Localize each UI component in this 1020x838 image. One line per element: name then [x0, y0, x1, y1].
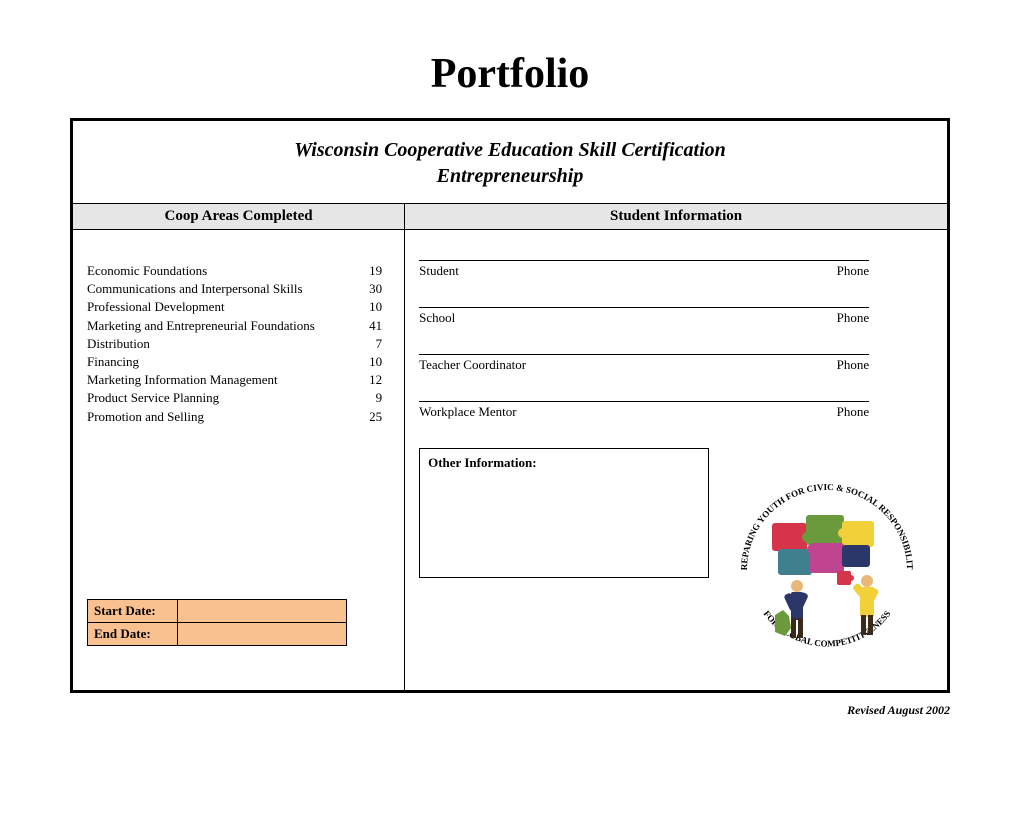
revised-text: Revised August 2002: [0, 703, 950, 718]
info-field-student: Student Phone: [419, 260, 869, 279]
main-container: Wisconsin Cooperative Education Skill Ce…: [70, 118, 950, 693]
coop-value: 10: [369, 353, 382, 371]
field-label-right: Phone: [837, 357, 870, 373]
coop-areas-panel: Economic Foundations 19 Communications an…: [73, 230, 405, 690]
coop-value: 25: [369, 408, 382, 426]
coop-value: 9: [376, 389, 383, 407]
field-label-right: Phone: [837, 263, 870, 279]
coop-value: 19: [369, 262, 382, 280]
end-date-label: End Date:: [88, 623, 178, 646]
field-label-left: Student: [419, 263, 459, 279]
info-field-mentor: Workplace Mentor Phone: [419, 401, 869, 420]
coop-item: Economic Foundations 19: [87, 262, 390, 280]
coop-label: Marketing Information Management: [87, 371, 278, 389]
coop-value: 12: [369, 371, 382, 389]
header-student-info: Student Information: [405, 204, 947, 229]
table-row: Start Date:: [88, 600, 347, 623]
field-label-right: Phone: [837, 310, 870, 326]
header-coop-areas: Coop Areas Completed: [73, 204, 405, 229]
subtitle-line1: Wisconsin Cooperative Education Skill Ce…: [73, 137, 947, 163]
info-field-school: School Phone: [419, 307, 869, 326]
end-date-value[interactable]: [178, 623, 347, 646]
coop-value: 41: [369, 317, 382, 335]
coop-item: Financing 10: [87, 353, 390, 371]
header-row: Coop Areas Completed Student Information: [73, 203, 947, 230]
field-label-left: School: [419, 310, 455, 326]
coop-value: 10: [369, 298, 382, 316]
student-info-panel: Student Phone School Phone Teacher Coord…: [405, 230, 947, 690]
start-date-value[interactable]: [178, 600, 347, 623]
coop-label: Financing: [87, 353, 139, 371]
table-row: End Date:: [88, 623, 347, 646]
coop-label: Marketing and Entrepreneurial Foundation…: [87, 317, 315, 335]
logo-icon: ♦ PREPARING YOUTH FOR CIVIC & SOCIAL RES…: [717, 460, 937, 680]
page-title: Portfolio: [0, 50, 1020, 98]
coop-label: Communications and Interpersonal Skills: [87, 280, 303, 298]
coop-item: Communications and Interpersonal Skills 3…: [87, 280, 390, 298]
other-info-box[interactable]: Other Information:: [419, 448, 709, 578]
other-info-label: Other Information:: [428, 455, 536, 470]
coop-item: Product Service Planning 9: [87, 389, 390, 407]
coop-item: Marketing and Entrepreneurial Foundation…: [87, 317, 390, 335]
field-label-right: Phone: [837, 404, 870, 420]
subtitle-line2: Entrepreneurship: [73, 163, 947, 189]
coop-item: Professional Development 10: [87, 298, 390, 316]
coop-label: Professional Development: [87, 298, 225, 316]
coop-value: 7: [376, 335, 383, 353]
coop-label: Promotion and Selling: [87, 408, 204, 426]
start-date-label: Start Date:: [88, 600, 178, 623]
field-label-left: Teacher Coordinator: [419, 357, 526, 373]
coop-item: Promotion and Selling 25: [87, 408, 390, 426]
coop-item: Marketing Information Management 12: [87, 371, 390, 389]
coop-label: Distribution: [87, 335, 150, 353]
info-field-teacher: Teacher Coordinator Phone: [419, 354, 869, 373]
subtitle-area: Wisconsin Cooperative Education Skill Ce…: [73, 121, 947, 203]
coop-value: 30: [369, 280, 382, 298]
field-label-left: Workplace Mentor: [419, 404, 517, 420]
coop-label: Economic Foundations: [87, 262, 207, 280]
coop-list: Economic Foundations 19 Communications an…: [87, 262, 390, 426]
content-row: Economic Foundations 19 Communications an…: [73, 230, 947, 690]
date-table: Start Date: End Date:: [87, 599, 347, 646]
coop-item: Distribution 7: [87, 335, 390, 353]
coop-label: Product Service Planning: [87, 389, 219, 407]
